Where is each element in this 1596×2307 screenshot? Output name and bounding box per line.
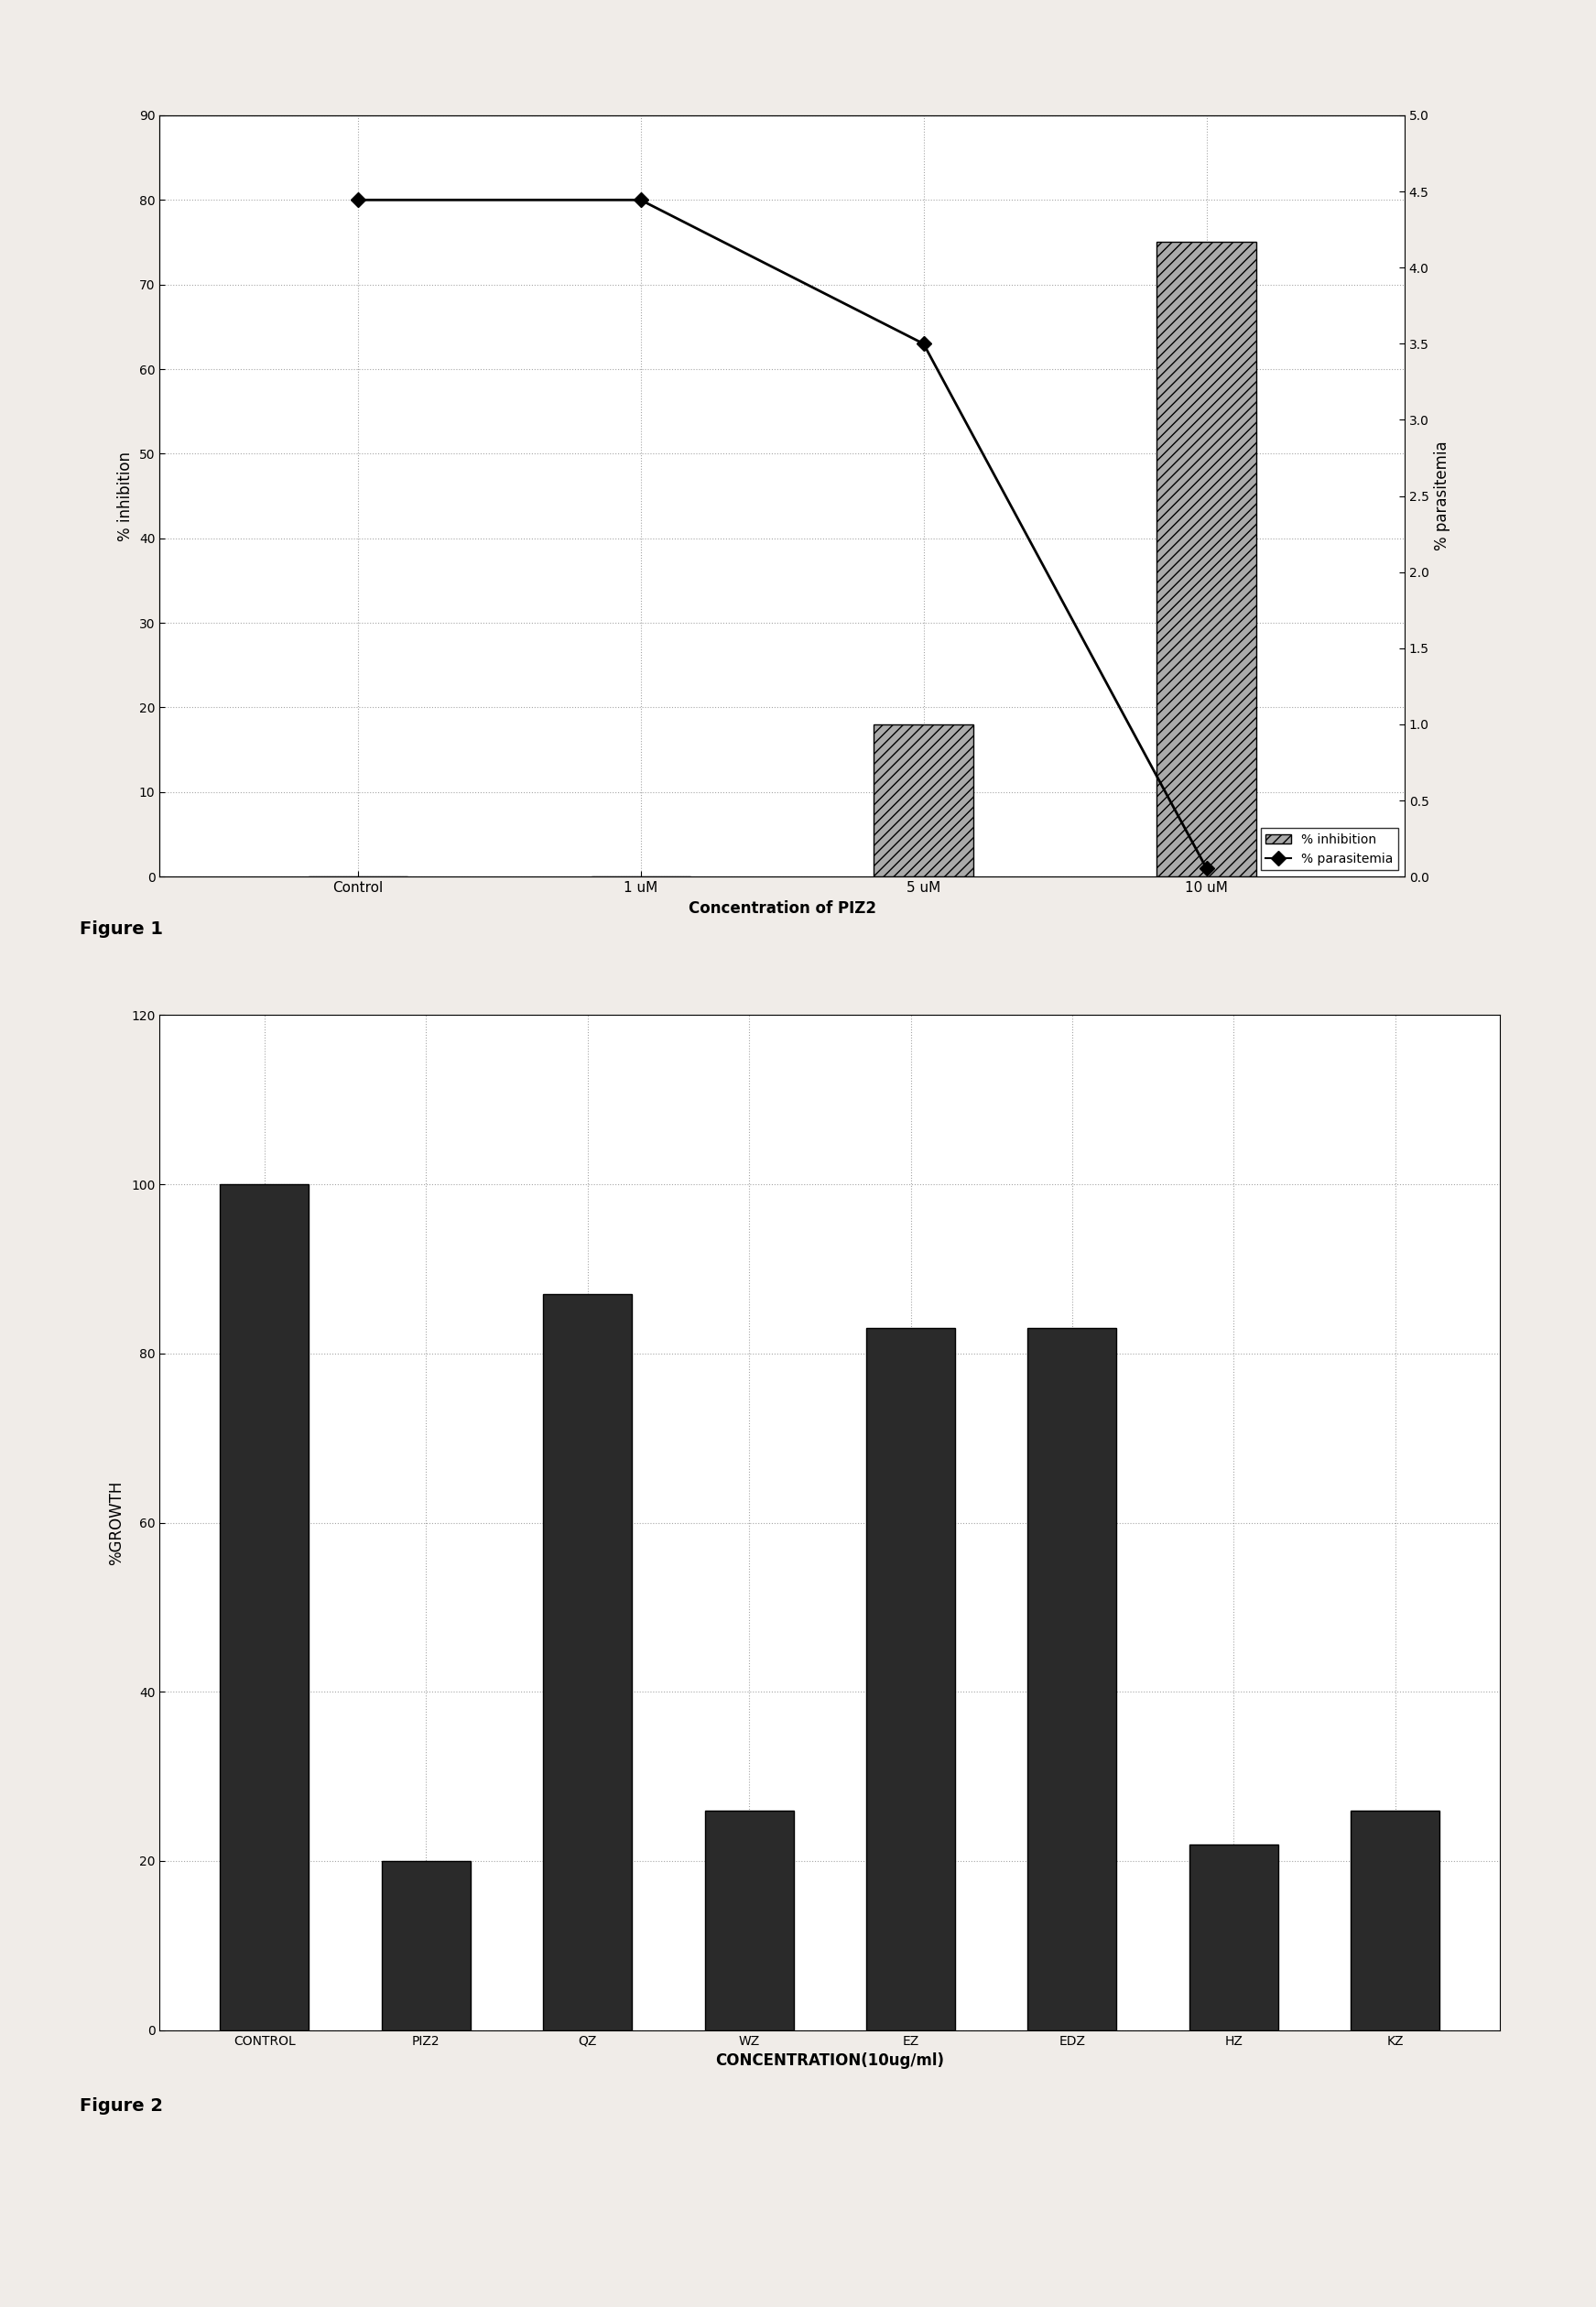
- Bar: [1189, 1843, 1278, 2030]
- Bar: [705, 1811, 793, 2030]
- Bar: [381, 1862, 471, 2030]
- Y-axis label: % inhibition: % inhibition: [118, 452, 134, 540]
- Bar: [543, 1294, 632, 2030]
- Text: Figure 2: Figure 2: [80, 2097, 163, 2116]
- Text: Figure 1: Figure 1: [80, 920, 163, 939]
- Y-axis label: % parasitemia: % parasitemia: [1435, 441, 1451, 551]
- Legend: % inhibition, % parasitemia: % inhibition, % parasitemia: [1261, 828, 1398, 870]
- X-axis label: Concentration of PIZ2: Concentration of PIZ2: [688, 900, 876, 916]
- Bar: [1157, 242, 1256, 877]
- X-axis label: CONCENTRATION(10ug/ml): CONCENTRATION(10ug/ml): [715, 2053, 945, 2069]
- Bar: [867, 1329, 954, 2030]
- Bar: [875, 724, 974, 877]
- Bar: [220, 1183, 310, 2030]
- Bar: [1350, 1811, 1440, 2030]
- Bar: [1028, 1329, 1117, 2030]
- Y-axis label: %GROWTH: %GROWTH: [109, 1481, 124, 1564]
